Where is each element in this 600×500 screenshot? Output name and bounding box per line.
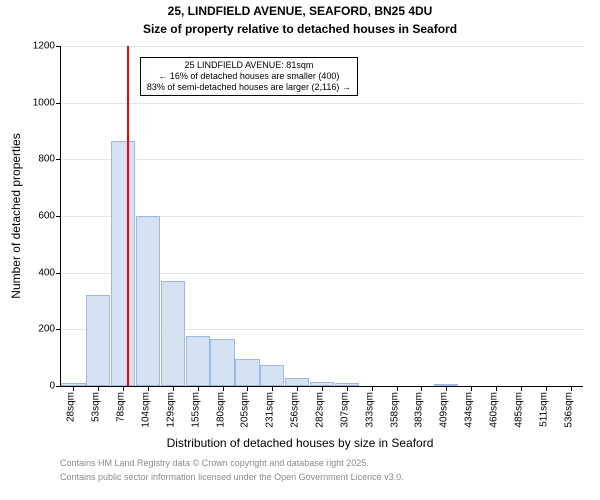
x-tick-mark [223, 386, 224, 391]
gridline [61, 159, 583, 160]
y-tick-label: 0 [49, 381, 61, 392]
x-tick-label: 434sqm [464, 392, 475, 428]
y-axis-title: Number of detached properties [9, 133, 23, 298]
chart-title-line2: Size of property relative to detached ho… [0, 22, 600, 36]
footer-line-1: Contains HM Land Registry data © Crown c… [60, 458, 369, 468]
plot-area: 02004006008001000120028sqm53sqm78sqm104s… [60, 46, 583, 387]
x-tick-label: 485sqm [513, 392, 524, 428]
x-tick-label: 231sqm [265, 392, 276, 428]
x-tick-label: 205sqm [240, 392, 251, 428]
reference-line [127, 46, 129, 386]
x-tick-mark [198, 386, 199, 391]
x-tick-mark [73, 386, 74, 391]
x-tick-mark [272, 386, 273, 391]
x-tick-label: 53sqm [91, 392, 102, 422]
y-tick-label: 800 [38, 154, 61, 165]
x-tick-label: 282sqm [315, 392, 326, 428]
x-axis-title: Distribution of detached houses by size … [0, 436, 600, 450]
x-tick-mark [571, 386, 572, 391]
histogram-bar [136, 216, 160, 386]
y-tick-label: 600 [38, 211, 61, 222]
histogram-bar [260, 365, 284, 386]
x-tick-label: 409sqm [439, 392, 450, 428]
x-tick-mark [297, 386, 298, 391]
x-tick-label: 256sqm [290, 392, 301, 428]
x-tick-mark [471, 386, 472, 391]
x-tick-mark [98, 386, 99, 391]
histogram-bar [235, 359, 259, 386]
histogram-bar [86, 295, 110, 386]
annotation-box: 25 LINDFIELD AVENUE: 81sqm← 16% of detac… [140, 57, 358, 95]
x-tick-mark [347, 386, 348, 391]
y-tick-label: 1000 [33, 97, 61, 108]
x-tick-label: 460sqm [489, 392, 500, 428]
x-tick-label: 129sqm [165, 392, 176, 428]
x-tick-label: 333sqm [364, 392, 375, 428]
x-tick-label: 307sqm [339, 392, 350, 428]
histogram-bar [186, 336, 210, 386]
x-tick-label: 511sqm [538, 392, 549, 427]
x-tick-mark [421, 386, 422, 391]
histogram-bar [210, 339, 234, 386]
x-tick-mark [546, 386, 547, 391]
x-tick-mark [322, 386, 323, 391]
histogram-bar [111, 141, 135, 386]
x-tick-label: 28sqm [66, 392, 77, 422]
x-tick-label: 383sqm [414, 392, 425, 428]
annotation-line: 25 LINDFIELD AVENUE: 81sqm [147, 60, 351, 71]
x-tick-mark [446, 386, 447, 391]
x-tick-label: 155sqm [190, 392, 201, 428]
y-tick-label: 400 [38, 267, 61, 278]
x-tick-mark [148, 386, 149, 391]
x-tick-label: 78sqm [116, 392, 127, 422]
chart-container: { "title": { "line1": "25, LINDFIELD AVE… [0, 0, 600, 500]
gridline [61, 103, 583, 104]
x-tick-label: 358sqm [389, 392, 400, 428]
x-tick-mark [397, 386, 398, 391]
histogram-bar [285, 378, 309, 387]
y-tick-label: 1200 [33, 41, 61, 52]
gridline [61, 46, 583, 47]
x-tick-mark [123, 386, 124, 391]
y-tick-label: 200 [38, 324, 61, 335]
annotation-line: 83% of semi-detached houses are larger (… [147, 82, 351, 93]
x-tick-mark [496, 386, 497, 391]
histogram-bar [161, 281, 185, 386]
chart-title-line1: 25, LINDFIELD AVENUE, SEAFORD, BN25 4DU [0, 4, 600, 18]
x-tick-label: 104sqm [141, 392, 152, 428]
x-tick-mark [521, 386, 522, 391]
x-tick-label: 180sqm [215, 392, 226, 428]
x-tick-mark [173, 386, 174, 391]
x-tick-mark [372, 386, 373, 391]
x-tick-label: 536sqm [563, 392, 574, 428]
footer-line-2: Contains public sector information licen… [60, 472, 404, 482]
annotation-line: ← 16% of detached houses are smaller (40… [147, 71, 351, 82]
x-tick-mark [247, 386, 248, 391]
